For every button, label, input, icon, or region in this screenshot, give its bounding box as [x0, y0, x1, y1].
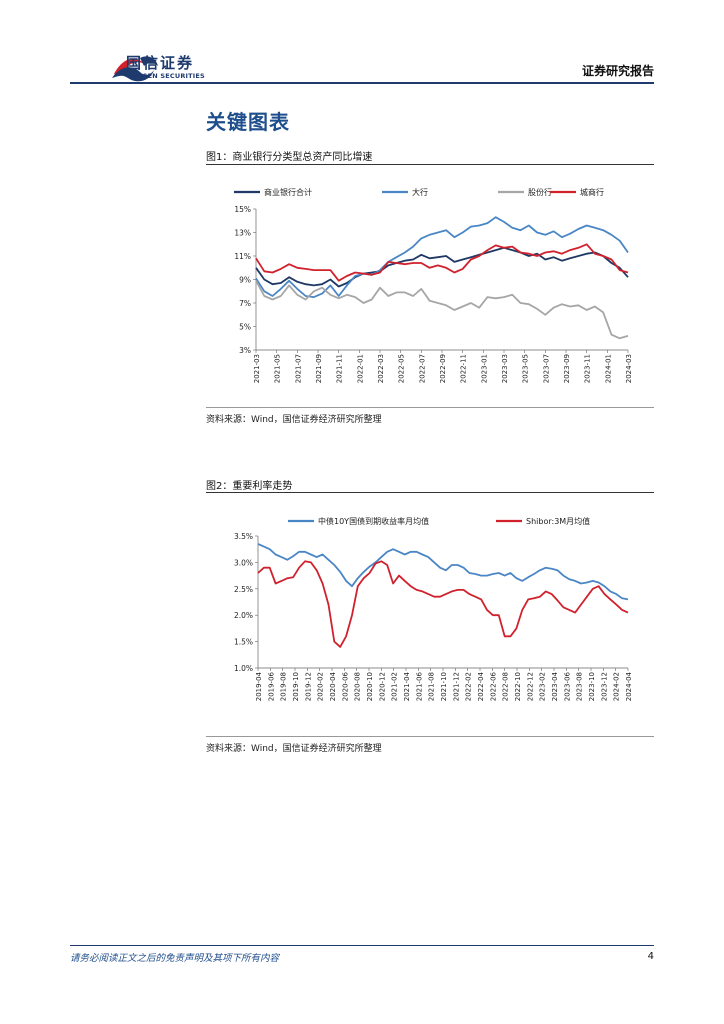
figure1-chart: 商业银行合计 大行 股份行 城商行 15% 13% 11% 9% 7% 5% 3%2021-03 20… — [234, 187, 633, 383]
x-tick-label: 2024-01 — [604, 354, 612, 383]
y-tick-label: 2.5% — [234, 585, 253, 594]
report-type-label: 证券研究报告 — [581, 64, 654, 78]
y-tick-label: 15% — [234, 205, 251, 214]
x-tick-label: 2021-04 — [403, 671, 411, 701]
page-number: 4 — [647, 951, 654, 962]
figure1-source: 资料来源：Wind，国信证券经济研究所整理 — [206, 415, 382, 425]
y-tick-label: 3% — [239, 346, 251, 355]
figure1-top-rule — [206, 164, 654, 165]
x-tick-label: 2023-02 — [539, 672, 547, 701]
x-tick-label: 2021-08 — [428, 672, 436, 701]
x-tick-label: 2021-06 — [415, 671, 423, 701]
x-tick-label: 2022-10 — [514, 672, 522, 701]
logo-english-name: GUOSEN SECURITIES — [126, 72, 205, 80]
x-tick-label: 2022-03 — [377, 354, 385, 383]
x-tick-label: 2020-02 — [317, 672, 325, 701]
x-tick-label: 2020-10 — [366, 672, 374, 701]
footer-disclaimer: 请务必阅读正文之后的免责声明及其项下所有内容 — [70, 953, 280, 964]
x-tick-label: 2021-07 — [294, 354, 302, 383]
x-tick-label: 2019-12 — [304, 672, 312, 701]
x-tick-label: 2023-11 — [584, 354, 592, 383]
figure2-top-rule — [206, 492, 654, 493]
figure2-chart: 中债10Y国债到期收益率月均值 Shibor:3M月均值 3.5% 3.0% 2.5% 2… — [234, 516, 633, 701]
figure1-title: 图1：商业银行分类型总资产同比增速 — [206, 152, 373, 163]
series-line-4 — [255, 243, 629, 282]
x-tick-label: 2020-06 — [341, 671, 349, 701]
series-line-3 — [255, 280, 629, 340]
x-tick-label: 2019-08 — [280, 672, 288, 701]
x-tick-label: 2022-01 — [356, 354, 364, 383]
section-title: 关键图表 — [206, 110, 290, 134]
x-tick-label: 2021-05 — [274, 354, 282, 383]
footer-divider — [70, 945, 654, 946]
header-divider — [70, 82, 654, 84]
x-tick-label: 2023-04 — [551, 671, 559, 701]
series-line-2 — [255, 216, 629, 299]
x-tick-label: 2024-03 — [625, 354, 633, 383]
x-tick-label: 2022-07 — [418, 354, 426, 383]
y-tick-label: 1.5% — [234, 638, 253, 647]
x-tick-label: 2023-10 — [588, 672, 596, 701]
x-tick-label: 2020-12 — [378, 672, 386, 701]
legend-label-2: 大行 — [412, 187, 428, 197]
figure2-source: 资料来源：Wind，国信证券经济研究所整理 — [206, 744, 382, 754]
x-tick-label: 2021-03 — [253, 354, 261, 383]
legend-label-1: 中债10Y国债到期收益率月均值 — [318, 516, 429, 526]
logo-chinese-name: 国信证券 — [126, 54, 195, 72]
y-tick-label: 11% — [234, 252, 251, 261]
x-tick-label: 2023-03 — [501, 354, 509, 383]
x-tick-label: 2022-11 — [460, 354, 468, 383]
x-tick-label: 2024-04 — [625, 671, 633, 701]
x-tick-label: 2019-06 — [267, 671, 275, 701]
series-line-1 — [255, 246, 629, 288]
guosen-logo-icon — [112, 56, 158, 82]
series-line-2 — [257, 560, 629, 648]
x-tick-label: 2023-09 — [563, 354, 571, 383]
x-tick-label: 2021-02 — [391, 672, 399, 701]
y-tick-label: 13% — [234, 229, 251, 238]
figure2-bottom-rule — [206, 736, 654, 737]
y-tick-label: 7% — [239, 299, 251, 308]
y-tick-label: 9% — [239, 276, 251, 285]
y-tick-label: 3.5% — [234, 532, 253, 541]
x-tick-label: 2021-12 — [452, 672, 460, 701]
x-tick-label: 2021-09 — [315, 354, 323, 383]
y-tick-label: 2.0% — [234, 611, 253, 620]
x-tick-label: 2022-05 — [398, 354, 406, 383]
x-tick-label: 2022-04 — [477, 671, 485, 701]
legend-label-2: Shibor:3M月均值 — [526, 516, 590, 526]
legend-label-3: 股份行 — [528, 187, 552, 197]
x-tick-label: 2023-08 — [576, 672, 584, 701]
legend-label-4: 城商行 — [580, 187, 604, 197]
x-tick-label: 2023-12 — [600, 672, 608, 701]
x-tick-label: 2022-09 — [439, 354, 447, 383]
y-tick-label: 1.0% — [234, 664, 253, 673]
legend-label-1: 商业银行合计 — [264, 187, 312, 197]
x-tick-label: 2023-01 — [480, 354, 488, 383]
y-tick-label: 5% — [239, 323, 251, 332]
y-tick-label: 3.0% — [234, 558, 253, 567]
figure1-bottom-rule — [206, 407, 654, 408]
x-tick-label: 2022-02 — [465, 672, 473, 701]
x-tick-label: 2020-08 — [354, 672, 362, 701]
x-tick-label: 2019-04 — [255, 671, 263, 701]
x-tick-label: 2021-11 — [336, 354, 344, 383]
x-tick-label: 2023-05 — [522, 354, 530, 383]
x-tick-label: 2022-12 — [526, 672, 534, 701]
series-line-1 — [257, 543, 629, 601]
x-tick-label: 2024-02 — [613, 672, 621, 701]
x-tick-label: 2020-04 — [329, 671, 337, 701]
x-tick-label: 2023-07 — [542, 354, 550, 383]
x-tick-label: 2022-06 — [489, 671, 497, 701]
x-tick-label: 2021-10 — [440, 672, 448, 701]
x-tick-label: 2022-08 — [502, 672, 510, 701]
figure2-title: 图2：重要利率走势 — [206, 481, 293, 492]
x-tick-label: 2023-06 — [563, 671, 571, 701]
x-tick-label: 2019-10 — [292, 672, 300, 701]
